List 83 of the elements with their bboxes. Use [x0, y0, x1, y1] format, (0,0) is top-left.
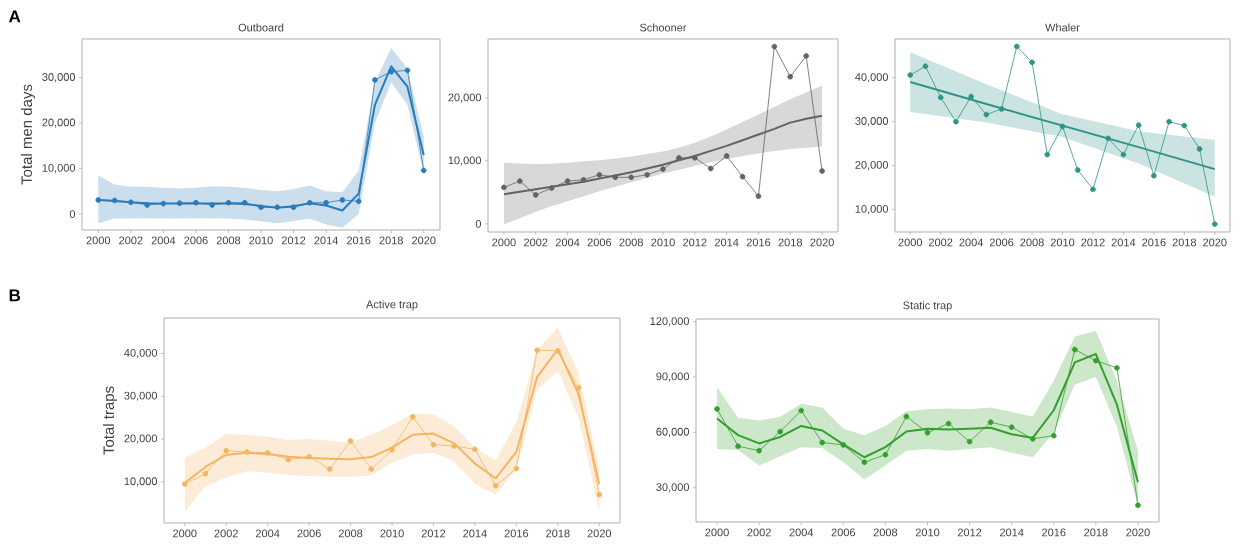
- x-tick-label: 2016: [1042, 528, 1066, 537]
- y-tick-label: 90,000: [656, 372, 690, 382]
- x-tick-label: 2008: [1020, 238, 1044, 247]
- x-tick-label: 2020: [412, 236, 436, 245]
- chart-title: Outboard: [238, 23, 284, 32]
- x-tick-label: 2010: [915, 528, 940, 537]
- x-tick-label: 2000: [898, 238, 923, 247]
- x-tick-label: 2012: [281, 236, 306, 245]
- x-tick-label: 2008: [619, 238, 643, 247]
- x-tick-label: 2006: [989, 238, 1014, 247]
- chart-title: Whaler: [1045, 23, 1080, 32]
- y-tick-label: 40,000: [124, 348, 158, 359]
- x-tick-label: 2014: [1111, 238, 1136, 247]
- x-tick-label: 2016: [746, 238, 771, 247]
- x-tick-label: 2016: [504, 529, 529, 538]
- x-tick-label: 2000: [86, 236, 111, 245]
- y-axis-title: Total men days: [20, 84, 35, 185]
- x-tick-label: 2018: [1172, 238, 1197, 247]
- x-tick-label: 2014: [714, 238, 739, 247]
- x-tick-label: 2002: [524, 238, 548, 247]
- x-tick-label: 2012: [421, 529, 446, 538]
- x-tick-label: 2006: [297, 529, 321, 538]
- x-tick-label: 2006: [184, 236, 208, 245]
- x-tick-label: 2004: [151, 236, 176, 245]
- y-tick-label: 120,000: [650, 317, 690, 327]
- x-tick-label: 2020: [587, 529, 612, 538]
- x-tick-label: 2010: [249, 236, 273, 245]
- x-tick-label: 2012: [1081, 238, 1105, 247]
- y-tick-label: 30,000: [656, 483, 690, 493]
- x-tick-label: 2020: [810, 238, 834, 247]
- x-tick-label: 2008: [873, 528, 898, 537]
- x-tick-label: 2018: [379, 236, 403, 245]
- y-tick-label: 10,000: [124, 477, 158, 487]
- x-tick-label: 2000: [492, 238, 516, 247]
- x-tick-label: 2010: [1050, 238, 1075, 247]
- chart-title: Schooner: [639, 23, 687, 32]
- x-tick-label: 2002: [929, 238, 953, 247]
- x-tick-label: 2016: [1142, 238, 1166, 247]
- x-tick-label: 2018: [778, 238, 803, 247]
- x-tick-label: 2006: [587, 238, 612, 247]
- y-tick-label: 20,000: [124, 434, 158, 444]
- chart-title: Static trap: [903, 301, 952, 312]
- x-tick-label: 2016: [346, 236, 371, 245]
- x-tick-label: 2008: [216, 236, 241, 245]
- x-tick-label: 2018: [1084, 528, 1108, 537]
- y-tick-label: 0: [475, 219, 482, 228]
- x-tick-label: 2004: [255, 529, 280, 538]
- x-tick-label: 2004: [959, 238, 984, 247]
- y-tick-label: 40,000: [855, 73, 889, 83]
- x-tick-label: 2018: [546, 529, 570, 538]
- x-tick-label: 2012: [683, 238, 707, 247]
- y-tick-label: 20,000: [42, 118, 76, 128]
- y-tick-label: 20,000: [855, 161, 889, 171]
- text: A: [8, 10, 21, 23]
- x-tick-label: 2002: [214, 529, 238, 538]
- chart-title: Active trap: [366, 300, 418, 311]
- x-tick-label: 2004: [555, 238, 580, 247]
- x-tick-label: 2000: [173, 529, 197, 538]
- x-tick-label: 2014: [1000, 528, 1024, 537]
- x-tick-label: 2012: [957, 528, 982, 537]
- y-tick-label: 60,000: [656, 427, 690, 437]
- y-axis-title: Total traps: [102, 386, 117, 455]
- y-tick-label: 10,000: [448, 156, 482, 166]
- text: B: [9, 289, 21, 302]
- y-tick-label: 30,000: [124, 391, 158, 401]
- y-tick-label: 20,000: [448, 93, 482, 103]
- x-tick-label: 2014: [463, 529, 487, 538]
- x-tick-label: 2002: [747, 528, 771, 537]
- x-tick-label: 2004: [789, 528, 814, 537]
- y-tick-label: 30,000: [42, 73, 76, 83]
- x-tick-label: 2010: [651, 238, 675, 247]
- y-tick-label: 0: [69, 210, 76, 218]
- x-tick-label: 2008: [338, 529, 363, 538]
- x-tick-label: 2020: [1203, 238, 1227, 247]
- y-tick-label: 30,000: [855, 117, 889, 127]
- x-tick-label: 2002: [119, 236, 143, 245]
- y-tick-label: 10,000: [855, 205, 889, 215]
- x-tick-label: 2000: [705, 528, 729, 537]
- y-tick-label: 10,000: [42, 164, 76, 174]
- x-tick-label: 2014: [314, 236, 338, 245]
- x-tick-label: 2006: [831, 528, 856, 537]
- x-tick-label: 2020: [1126, 528, 1150, 537]
- x-tick-label: 2010: [380, 529, 404, 538]
